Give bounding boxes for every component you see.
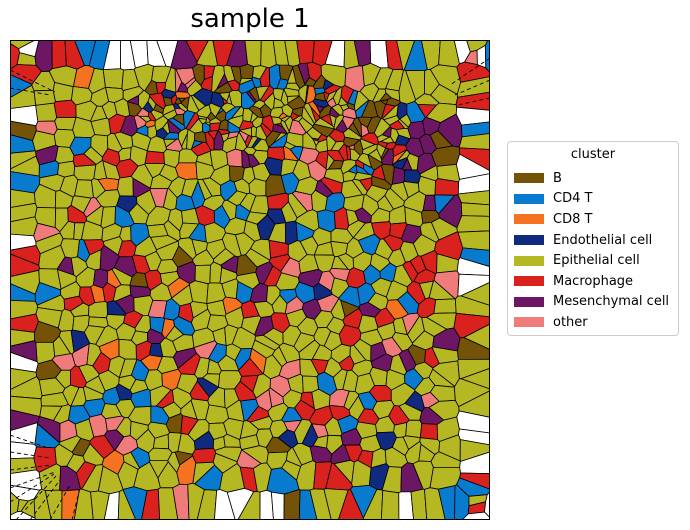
legend-swatch (514, 194, 544, 204)
legend-item: other (508, 312, 678, 333)
voronoi-cells (10, 40, 490, 520)
voronoi-cell (54, 100, 76, 117)
voronoi-cell (271, 492, 284, 520)
voronoi-cell (420, 424, 437, 440)
voronoi-cell (284, 490, 300, 520)
legend-swatch (514, 276, 544, 286)
voronoi-cell (118, 176, 134, 196)
legend-swatch (514, 173, 544, 183)
legend-item: Macrophage (508, 271, 678, 292)
legend-swatch (514, 256, 544, 266)
voronoi-cell (245, 40, 261, 67)
legend-item: Endothelial cell (508, 230, 678, 251)
voronoi-cell (10, 442, 36, 459)
legend-item: CD4 T (508, 189, 678, 210)
voronoi-cell (457, 216, 490, 233)
voronoi-cell (227, 149, 243, 167)
voronoi-cell (381, 491, 399, 521)
legend-swatch (514, 235, 544, 245)
voronoi-cell (195, 132, 207, 143)
voronoi-cell (206, 405, 229, 424)
plot-title: sample 1 (10, 4, 490, 34)
voronoi-cell (74, 165, 96, 181)
legend-label: Macrophage (553, 274, 633, 289)
legend: cluster B CD4 T CD8 T Endothelial cell Epith… (507, 141, 679, 336)
legend-label: other (553, 315, 588, 330)
legend-swatch (514, 214, 544, 224)
voronoi-cell (192, 448, 215, 463)
voronoi-cell (434, 299, 456, 314)
voronoi-cell (297, 40, 315, 64)
legend-title: cluster (508, 147, 678, 162)
legend-items: B CD4 T CD8 T Endothelial cell Epithelial ce… (508, 168, 678, 333)
voronoi-cell (370, 40, 388, 68)
voronoi-cell (145, 151, 164, 164)
voronoi-cell (36, 103, 57, 121)
voronoi-cell (392, 167, 404, 184)
voronoi-cell (52, 40, 66, 69)
voronoi-cell (176, 92, 191, 99)
voronoi-cell (75, 180, 94, 198)
legend-item: B (508, 168, 678, 189)
voronoi-cell (58, 161, 75, 177)
legend-swatch (514, 317, 544, 327)
legend-item: CD8 T (508, 209, 678, 230)
voronoi-cell (103, 69, 123, 89)
legend-label: CD8 T (553, 212, 592, 227)
legend-label: Endothelial cell (553, 233, 652, 248)
voronoi-plot (10, 40, 490, 520)
voronoi-cell (249, 179, 266, 196)
legend-label: CD4 T (553, 191, 592, 206)
voronoi-cell (435, 179, 459, 196)
voronoi-cell (404, 170, 420, 184)
voronoi-cell (189, 281, 208, 304)
voronoi-cell (406, 420, 422, 437)
legend-label: Epithelial cell (553, 253, 640, 268)
voronoi-cell (458, 231, 490, 251)
legend-label: Mesenchymal cell (553, 294, 669, 309)
legend-item: Mesenchymal cell (508, 292, 678, 313)
legend-item: Epithelial cell (508, 250, 678, 271)
voronoi-cell (461, 203, 490, 217)
legend-label: B (553, 171, 562, 186)
legend-swatch (514, 297, 544, 307)
